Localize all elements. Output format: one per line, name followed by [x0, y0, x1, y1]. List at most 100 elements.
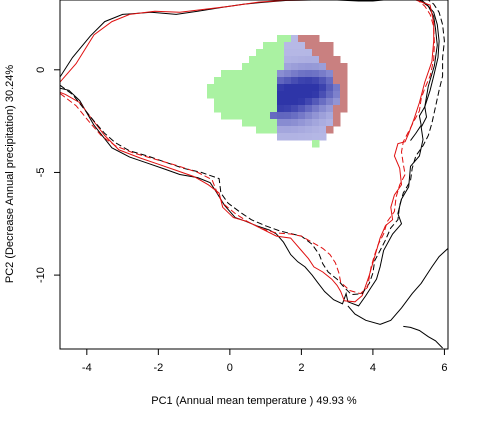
plot-frame — [59, 0, 449, 350]
density-cell — [270, 119, 278, 127]
density-cell — [298, 49, 306, 57]
density-cell — [277, 91, 285, 99]
density-cell — [305, 112, 313, 120]
density-cell — [305, 35, 313, 43]
density-cell — [284, 63, 292, 71]
density-cell — [298, 70, 306, 78]
density-cell — [291, 49, 299, 57]
density-cell — [326, 77, 334, 85]
density-cell — [319, 112, 327, 120]
contour-line-black-dashed — [60, 0, 445, 296]
density-cell — [298, 35, 306, 43]
density-cell — [263, 70, 271, 78]
x-tick-label: 2 — [298, 362, 304, 374]
density-cell — [291, 126, 299, 134]
density-cell — [284, 77, 292, 85]
density-cell — [214, 98, 222, 106]
density-cell — [312, 77, 320, 85]
density-cell — [312, 119, 320, 127]
density-cell — [256, 70, 264, 78]
density-cell — [249, 91, 257, 99]
density-cell — [242, 77, 250, 85]
density-cell — [326, 63, 334, 71]
density-cell — [284, 112, 292, 120]
density-cell — [263, 63, 271, 71]
density-cell — [277, 98, 285, 106]
density-cell — [242, 119, 250, 127]
density-cell — [340, 105, 348, 113]
density-cell — [263, 98, 271, 106]
density-cell — [291, 56, 299, 64]
density-cell — [270, 63, 278, 71]
density-cell — [221, 105, 229, 113]
density-cell — [284, 49, 292, 57]
density-cell — [326, 112, 334, 120]
density-cell — [298, 91, 306, 99]
density-cell — [277, 126, 285, 134]
density-cell — [249, 98, 257, 106]
density-cell — [235, 98, 243, 106]
density-cell — [270, 56, 278, 64]
density-cell — [291, 35, 299, 43]
density-cell — [305, 126, 313, 134]
density-cell — [256, 77, 264, 85]
density-cell — [221, 98, 229, 106]
density-cell — [270, 77, 278, 85]
density-cell — [263, 91, 271, 99]
density-cell — [235, 70, 243, 78]
density-cell — [284, 119, 292, 127]
density-cell — [333, 98, 341, 106]
density-cell — [256, 91, 264, 99]
density-cell — [284, 70, 292, 78]
density-cell — [228, 98, 236, 106]
density-cell — [291, 42, 299, 50]
density-cell — [214, 105, 222, 113]
density-cell — [214, 84, 222, 92]
density-cell — [263, 84, 271, 92]
density-cell — [256, 105, 264, 113]
density-cell — [291, 70, 299, 78]
density-cell — [256, 98, 264, 106]
density-cell — [319, 42, 327, 50]
density-cell — [214, 77, 222, 85]
density-cell — [333, 77, 341, 85]
density-cell — [305, 91, 313, 99]
density-cell — [249, 56, 257, 64]
density-cell — [235, 105, 243, 113]
density-cell — [207, 84, 215, 92]
density-cell — [277, 56, 285, 64]
x-tick-label: -4 — [82, 362, 92, 374]
density-cell — [242, 91, 250, 99]
density-cell — [235, 112, 243, 120]
density-cell — [298, 98, 306, 106]
density-cell — [291, 63, 299, 71]
density-cell — [305, 98, 313, 106]
density-cell — [256, 84, 264, 92]
density-cell — [284, 91, 292, 99]
density-cell — [312, 63, 320, 71]
density-cell — [291, 77, 299, 85]
density-cell — [312, 140, 320, 148]
density-cell — [263, 119, 271, 127]
density-cell — [326, 56, 334, 64]
density-cell — [277, 42, 285, 50]
density-cell — [277, 133, 285, 141]
density-cell — [256, 63, 264, 71]
contour-line-black-solid — [60, 0, 438, 307]
density-cell — [221, 77, 229, 85]
density-cell — [270, 105, 278, 113]
density-cell — [221, 84, 229, 92]
density-cell — [333, 70, 341, 78]
density-cell — [291, 119, 299, 127]
density-cell — [270, 70, 278, 78]
density-cell — [319, 105, 327, 113]
density-cell — [312, 133, 320, 141]
density-cell — [319, 126, 327, 134]
density-cell — [256, 49, 264, 57]
density-cell — [228, 91, 236, 99]
density-cell — [221, 112, 229, 120]
density-cell — [270, 49, 278, 57]
density-cell — [214, 91, 222, 99]
y-tick-label: -10 — [35, 267, 47, 283]
